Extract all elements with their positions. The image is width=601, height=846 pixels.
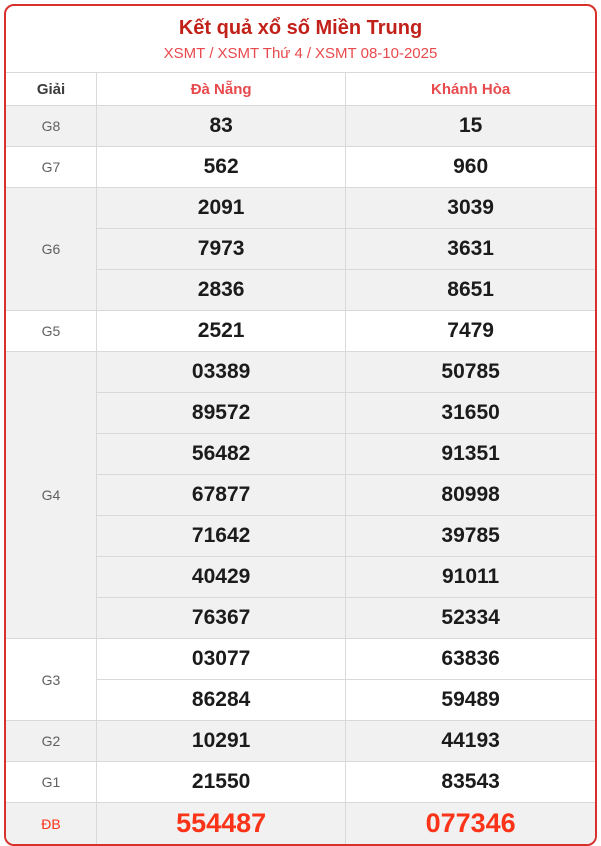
table-row: G7 562 960 [6, 146, 595, 188]
result-number: 7479 [345, 310, 595, 352]
result-number: 3631 [345, 228, 595, 270]
result-number: 3039 [345, 187, 595, 229]
prize-label: G4 [6, 351, 97, 639]
result-number: 8651 [345, 269, 595, 311]
table-row: 40429 91011 [6, 556, 595, 598]
table-row: 7973 3631 [6, 228, 595, 270]
result-number: 2091 [95, 187, 347, 229]
result-number: 52334 [345, 597, 595, 639]
prize-label: G7 [6, 146, 97, 188]
result-number: 83543 [345, 761, 595, 803]
result-number: 44193 [345, 720, 595, 762]
result-number: 960 [345, 146, 595, 188]
breadcrumb: XSMT / XSMT Thứ 4/XSMT 08-10-2025 [6, 44, 595, 64]
breadcrumb-link-xsmt[interactable]: XSMT [163, 45, 206, 62]
lottery-results-card: Kết quả xổ số Miền Trung XSMT / XSMT Thứ 4… [4, 4, 597, 846]
table-row: G3 03077 63836 [6, 638, 595, 721]
prize-label: G5 [6, 310, 97, 352]
prize-label: ĐB [6, 802, 97, 844]
result-number: 10291 [95, 720, 347, 762]
table-header-row: Giải Đà Nẵng Khánh Hòa [6, 72, 595, 106]
result-number: 39785 [345, 515, 595, 557]
result-number: 40429 [96, 556, 347, 598]
result-number: 15 [345, 105, 595, 147]
results-table: Giải Đà Nẵng Khánh Hòa G8 83 15 G7 562 960 G6 2… [6, 72, 595, 844]
table-row: 67877 80998 [6, 474, 595, 516]
result-number: 2521 [95, 310, 347, 352]
result-number: 7973 [96, 228, 347, 270]
result-number: 83 [95, 105, 347, 147]
table-row: G5 2521 7479 [6, 310, 595, 352]
result-number: 562 [95, 146, 347, 188]
prize-label: G6 [6, 187, 97, 311]
results-table-body: G8 83 15 G7 562 960 G6 2091 3039 7973 3631 2836 8651… [6, 105, 595, 844]
result-number: 2836 [96, 269, 347, 311]
khanh-hoa-link[interactable]: Khánh Hòa [431, 80, 511, 98]
result-number: 03389 [95, 351, 347, 393]
table-row: G4 03389 50785 [6, 351, 595, 639]
column-header-khanh-hoa[interactable]: Khánh Hòa [345, 72, 595, 106]
table-row: 2836 8651 [6, 269, 595, 311]
page-title: Kết quả xổ số Miền Trung [178, 17, 423, 39]
result-number: 71642 [96, 515, 347, 557]
result-number: 80998 [345, 474, 595, 516]
prize-label: G3 [6, 638, 97, 721]
result-number: 67877 [96, 474, 347, 516]
column-header-da-nang[interactable]: Đà Nẵng [95, 72, 347, 106]
table-row: 71642 39785 [6, 515, 595, 557]
column-header-prize: Giải [6, 72, 97, 106]
breadcrumb-link-xsmt-weekday[interactable]: XSMT Thứ 4 [217, 45, 303, 62]
result-number: 03077 [95, 638, 347, 680]
table-row: G1 21550 83543 [6, 761, 595, 803]
result-number: 91351 [345, 433, 595, 475]
result-number: 21550 [95, 761, 347, 803]
result-number: 86284 [96, 679, 347, 721]
result-number: 89572 [96, 392, 347, 434]
result-number: 56482 [96, 433, 347, 475]
table-row: ĐB 554487 077346 [6, 802, 595, 844]
table-row: G6 2091 3039 [6, 187, 595, 311]
prize-label: G1 [6, 761, 97, 803]
result-number: 63836 [345, 638, 595, 680]
table-row: 76367 52334 [6, 597, 595, 639]
result-number: 077346 [345, 802, 595, 844]
result-number: 59489 [345, 679, 595, 721]
prize-label: G8 [6, 105, 97, 147]
da-nang-link[interactable]: Đà Nẵng [190, 80, 252, 98]
result-number: 91011 [345, 556, 595, 598]
result-number: 554487 [95, 802, 347, 844]
breadcrumb-separator: / [209, 45, 214, 62]
prize-label: G2 [6, 720, 97, 762]
breadcrumb-separator: / [306, 45, 312, 62]
result-number: 31650 [345, 392, 595, 434]
table-row: G2 10291 44193 [6, 720, 595, 762]
table-row: 86284 59489 [6, 679, 595, 721]
breadcrumb-link-xsmt-date[interactable]: XSMT 08-10-2025 [315, 45, 438, 62]
result-number: 50785 [345, 351, 595, 393]
table-row: 56482 91351 [6, 433, 595, 475]
table-row: G8 83 15 [6, 105, 595, 147]
result-number: 76367 [96, 597, 347, 639]
